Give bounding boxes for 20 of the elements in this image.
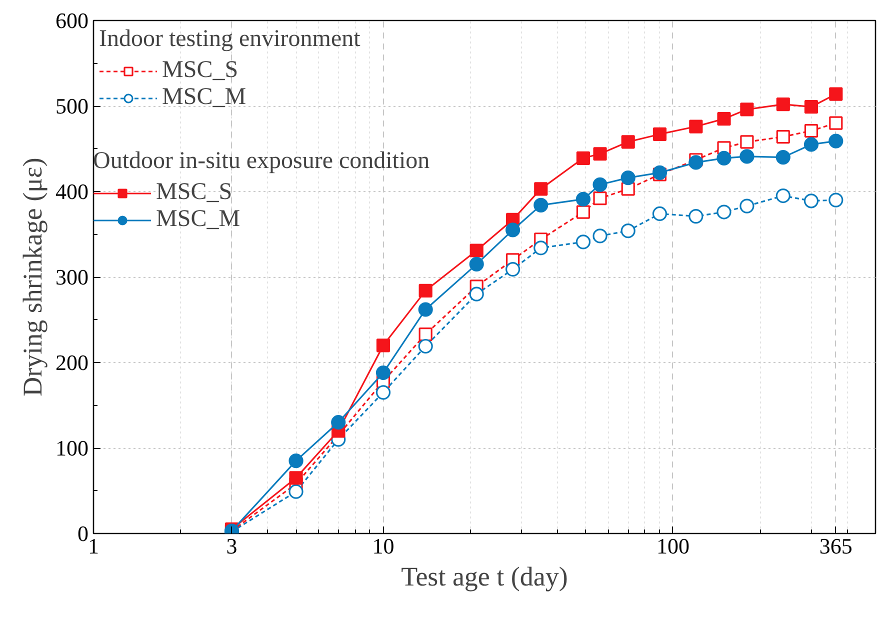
x-tick-label: 10 <box>372 534 394 558</box>
x-tick-label: 365 <box>819 534 852 558</box>
x-axis-title: Test age t (day) <box>401 562 568 592</box>
text: Outdoor in-situ exposure condition <box>93 148 430 174</box>
y-tick-label: 600 <box>56 8 88 33</box>
legend-label: MSC_S <box>156 179 232 206</box>
y-tick-label: 0 <box>78 521 88 546</box>
y-tick-label: 400 <box>56 179 88 204</box>
x-tick-label: 3 <box>226 534 238 558</box>
y-tick-label: 500 <box>56 94 88 118</box>
y-tick-label: 300 <box>56 264 88 290</box>
y-axis-title: Drying shrinkage (με) <box>18 158 48 396</box>
text: Indoor testing environment <box>99 26 360 52</box>
x-tick-label: 100 <box>656 534 690 558</box>
y-tick-label: 200 <box>56 350 88 375</box>
y-tick-label: 100 <box>56 436 88 460</box>
legend-label: MSC_M <box>156 206 240 233</box>
legend-label: MSC_S <box>162 57 238 84</box>
x-tick-label: 1 <box>88 534 99 558</box>
legend-label: MSC_M <box>162 84 246 111</box>
